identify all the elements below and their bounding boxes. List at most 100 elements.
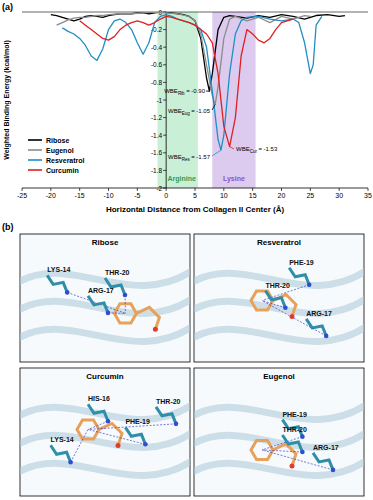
annotation-sub: Cur — [250, 149, 258, 154]
region-label: Lysine — [223, 175, 245, 183]
x-tick-label: -10 — [103, 192, 113, 199]
panel-frame — [194, 368, 364, 496]
interaction — [125, 295, 126, 313]
annotation-label: WBE — [236, 146, 250, 152]
x-tick-label: 35 — [364, 192, 372, 199]
series-line — [51, 12, 345, 91]
annotation-leader — [212, 104, 215, 110]
residue-label: PHE-19 — [125, 418, 150, 425]
ligand-oxygen — [153, 327, 158, 332]
x-tick-label: -20 — [46, 192, 56, 199]
x-tick-label: -25 — [17, 192, 27, 199]
panel-label: (b) — [2, 222, 14, 232]
x-tick — [368, 188, 369, 191]
residue-label: THR-20 — [265, 282, 290, 289]
annotation-text: WBEEug= -1.05 — [168, 108, 211, 116]
docking-panel: HIS-16 THR-20 PHE-19 LYS-14 Curcumin — [15, 368, 195, 496]
x-tick — [166, 188, 167, 191]
residue-label: HIS-16 — [88, 395, 110, 402]
panel-art — [194, 268, 364, 342]
x-tick — [339, 188, 340, 191]
residue-stick — [47, 275, 67, 292]
legend-label: Eugenol — [46, 147, 74, 155]
interaction — [88, 429, 145, 444]
legend-swatch — [28, 169, 42, 171]
x-tick — [310, 188, 311, 191]
ribbon — [194, 459, 364, 476]
y-tick — [163, 82, 166, 83]
legend-label: Curcumin — [46, 167, 79, 174]
residue-label: ARG-17 — [306, 310, 332, 317]
ligand-chain — [136, 307, 159, 329]
ribbon — [194, 325, 364, 342]
interaction — [71, 429, 88, 462]
x-tick-label: 0 — [164, 192, 168, 199]
panel-title: Resveratrol — [257, 238, 301, 247]
residue-label: PHE-19 — [289, 259, 314, 266]
panel-title: Eugenol — [263, 372, 295, 381]
annotation-text: WBECur= -1.53 — [236, 146, 278, 154]
y-tick — [163, 64, 166, 65]
series-line — [62, 15, 322, 151]
residue-stick — [156, 407, 176, 424]
x-tick — [108, 188, 109, 191]
annotation-leader — [206, 91, 209, 92]
panel-frame — [194, 234, 364, 362]
residue-label: ARG-17 — [88, 287, 114, 294]
x-tick-label: 5 — [193, 192, 197, 199]
annotation-value: = -1.05 — [191, 108, 211, 114]
residue-stick — [265, 291, 285, 308]
y-tick-label: -1.2 — [151, 114, 163, 121]
y-tick — [163, 100, 166, 101]
legend-swatch — [28, 159, 42, 161]
x-tick-label: -5 — [134, 192, 140, 199]
residue-label: THR-20 — [156, 398, 181, 405]
y-tick — [163, 152, 166, 153]
x-tick — [252, 188, 253, 191]
annotation-value: = -1.53 — [258, 146, 278, 152]
series-line — [80, 16, 293, 146]
residue-nitrogen — [300, 434, 305, 439]
annotation-leader — [212, 150, 221, 156]
residue-label: THR-20 — [105, 269, 130, 276]
x-tick — [223, 188, 224, 191]
residue-stick — [313, 453, 333, 470]
panel-art — [194, 403, 364, 476]
ligand-oxygen — [116, 443, 121, 448]
docking-panel: PHE-19THR-20ARG-17Eugenol — [189, 368, 369, 496]
axes: -25-20-15-10-5051015202530350-0.2-0.4-0.… — [17, 9, 372, 200]
annotation-text: WBERes= -1.57 — [168, 154, 211, 162]
region-band — [212, 12, 255, 188]
x-tick — [281, 188, 282, 191]
residue-nitrogen — [283, 305, 288, 310]
annotation-label: WBE — [168, 108, 182, 114]
residue-label: LYS-14 — [47, 266, 70, 273]
annotations: WBERib= -0.90WBEEug= -1.05WBERes= -1.57W… — [164, 88, 278, 162]
residue-nitrogen — [324, 334, 329, 339]
ribbon — [20, 431, 190, 448]
x-tick-label: 20 — [278, 192, 286, 199]
ribbon — [20, 325, 190, 342]
residue-stick — [125, 427, 145, 444]
x-tick — [195, 188, 196, 191]
region-label: Arginine — [168, 175, 196, 183]
residue-label: LYS-14 — [51, 436, 74, 443]
y-tick-label: -2 — [156, 185, 162, 192]
y-tick-label: -1.8 — [151, 167, 163, 174]
ribbon — [20, 269, 190, 286]
residue-stick — [306, 319, 326, 336]
residue-label: PHE-19 — [282, 411, 307, 418]
residue-label: ARG-17 — [313, 444, 339, 451]
panel-title: Curcumin — [86, 372, 123, 381]
x-tick-label: -15 — [75, 192, 85, 199]
y-tick — [163, 135, 166, 136]
residue-nitrogen — [331, 468, 336, 473]
y-tick-label: -0.8 — [151, 79, 163, 86]
panel-frame — [20, 234, 190, 362]
annotation-label: WBE — [168, 154, 182, 160]
x-tick-label: 10 — [220, 192, 228, 199]
x-axis-title: Horizontal Distance from Collagen II Cen… — [106, 205, 285, 214]
residue-stick — [88, 296, 108, 313]
docking-panel: LYS-14THR-20ARG-17Ribose — [15, 234, 195, 362]
x-tick — [50, 188, 51, 191]
